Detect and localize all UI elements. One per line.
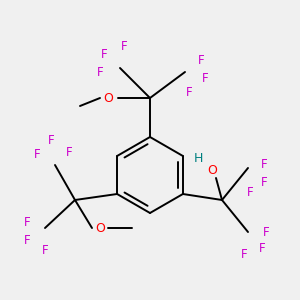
- Text: O: O: [207, 164, 217, 176]
- Text: F: F: [186, 85, 192, 98]
- Text: F: F: [48, 134, 54, 148]
- Text: F: F: [66, 146, 72, 160]
- Text: F: F: [241, 248, 247, 260]
- Text: O: O: [103, 92, 113, 104]
- Text: H: H: [193, 152, 203, 164]
- Text: F: F: [97, 65, 103, 79]
- Text: F: F: [261, 158, 267, 170]
- Text: F: F: [121, 40, 127, 52]
- Text: F: F: [101, 47, 107, 61]
- Text: F: F: [24, 233, 30, 247]
- Text: F: F: [259, 242, 265, 254]
- Text: F: F: [247, 185, 253, 199]
- Text: F: F: [34, 148, 40, 161]
- Text: F: F: [42, 244, 48, 256]
- Text: F: F: [261, 176, 267, 188]
- Text: F: F: [24, 215, 30, 229]
- Text: F: F: [263, 226, 269, 238]
- Text: F: F: [202, 71, 208, 85]
- Text: O: O: [95, 221, 105, 235]
- Text: F: F: [198, 53, 204, 67]
